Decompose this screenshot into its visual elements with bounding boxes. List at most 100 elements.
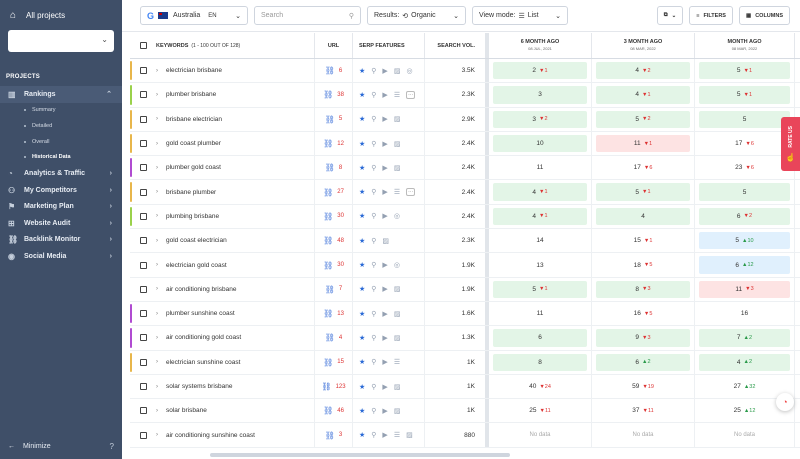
- expand-row-icon[interactable]: ›: [156, 310, 158, 317]
- table-row[interactable]: › electrician brisbane ⛓ 6 ★ ⚲ ▶ ▨ ◎ 3.5K 2 ▼…: [130, 59, 800, 84]
- subnav-item-summary[interactable]: Summary: [0, 103, 122, 119]
- row-checkbox[interactable]: [140, 237, 147, 245]
- url-header[interactable]: URL: [315, 33, 353, 58]
- expand-row-icon[interactable]: ›: [156, 237, 158, 244]
- serp-more-icon[interactable]: ⋯: [406, 188, 416, 197]
- columns-button[interactable]: ▦ COLUMNS: [738, 6, 790, 25]
- select-all-checkbox[interactable]: [140, 42, 147, 49]
- horizontal-scrollbar[interactable]: [210, 453, 510, 457]
- url-cell[interactable]: ⛓ 48: [315, 229, 353, 253]
- expand-row-icon[interactable]: ›: [156, 334, 158, 341]
- keyword-text[interactable]: brisbane plumber: [166, 188, 217, 196]
- sidebar-item-my-competitors[interactable]: ⚇ My Competitors ›: [0, 182, 122, 199]
- url-cell[interactable]: ⛓ 4: [315, 326, 353, 350]
- table-row[interactable]: › plumber sunshine coast ⛓ 13 ★ ⚲ ▶ ▨ 1.6K …: [130, 301, 800, 327]
- row-checkbox[interactable]: [140, 383, 147, 390]
- expand-row-icon[interactable]: ›: [156, 262, 158, 269]
- chat-widget-icon[interactable]: ◔: [776, 393, 794, 411]
- period-1-header[interactable]: 6 MONTH AGO 08 JUL, 2021: [489, 33, 592, 58]
- url-cell[interactable]: ⛓ 13: [315, 301, 353, 326]
- serp-more-icon[interactable]: ⋯: [406, 90, 416, 99]
- subnav-item-overall[interactable]: Overall: [0, 134, 122, 150]
- rate-us-tab[interactable]: RATE US ☝: [781, 117, 800, 171]
- row-checkbox[interactable]: [140, 188, 147, 196]
- url-cell[interactable]: ⛓ 5: [315, 107, 353, 131]
- expand-row-icon[interactable]: ›: [156, 116, 158, 123]
- expand-row-icon[interactable]: ›: [156, 164, 158, 171]
- keyword-text[interactable]: solar systems brisbane: [166, 383, 233, 390]
- keyword-text[interactable]: air conditioning sunshine coast: [166, 431, 255, 439]
- expand-row-icon[interactable]: ›: [156, 407, 158, 414]
- expand-row-icon[interactable]: ›: [156, 432, 158, 439]
- keyword-text[interactable]: plumbing brisbane: [166, 212, 220, 220]
- keyword-text[interactable]: air conditioning brisbane: [166, 285, 237, 293]
- keyword-text[interactable]: electrician brisbane: [166, 67, 223, 75]
- expand-row-icon[interactable]: ›: [156, 91, 158, 98]
- row-checkbox[interactable]: [140, 407, 147, 415]
- url-cell[interactable]: ⛓ 30: [315, 204, 353, 229]
- period-3-header[interactable]: MONTH AGO 08 MAR, 2022: [695, 33, 795, 58]
- row-checkbox[interactable]: [140, 115, 147, 123]
- search-input[interactable]: Search ⚲: [254, 6, 361, 25]
- row-checkbox[interactable]: [140, 67, 147, 75]
- keyword-text[interactable]: plumber sunshine coast: [166, 310, 235, 318]
- all-projects-link[interactable]: ⌂ All projects: [0, 0, 122, 30]
- keyword-text[interactable]: gold coast electrician: [166, 237, 227, 245]
- project-selector[interactable]: ⌄: [8, 30, 114, 52]
- url-cell[interactable]: ⛓ 15: [315, 350, 353, 374]
- row-checkbox[interactable]: [140, 212, 147, 220]
- expand-row-icon[interactable]: ›: [156, 189, 158, 196]
- keywords-header[interactable]: KEYWORDS (1 - 100 OUT OF 128): [130, 33, 315, 58]
- expand-row-icon[interactable]: ›: [156, 213, 158, 220]
- table-row[interactable]: › solar brisbane ⛓ 46 ★ ⚲ ▶ ▨ 1K 25 ▼11 37 ▼1…: [130, 399, 800, 424]
- table-row[interactable]: › gold coast plumber ⛓ 12 ★ ⚲ ▶ ▨ 2.4K 10 1…: [130, 131, 800, 157]
- row-checkbox[interactable]: [140, 431, 147, 439]
- table-row[interactable]: › plumber brisbane ⛓ 38 ★ ⚲ ▶ ☰ ⋯ 2.3K 3 4 ▼1…: [130, 83, 800, 108]
- row-checkbox[interactable]: [140, 334, 147, 342]
- url-cell[interactable]: ⛓ 123: [315, 374, 353, 399]
- url-cell[interactable]: ⛓ 38: [315, 83, 353, 107]
- help-icon[interactable]: ?: [109, 442, 114, 451]
- expand-row-icon[interactable]: ›: [156, 67, 158, 74]
- keyword-text[interactable]: electrician sunshine coast: [166, 358, 241, 366]
- url-cell[interactable]: ⛓ 6: [315, 59, 353, 83]
- row-checkbox[interactable]: [140, 140, 147, 148]
- expand-row-icon[interactable]: ›: [156, 359, 158, 366]
- minimize-button[interactable]: ← Minimize ?: [8, 442, 114, 451]
- keyword-text[interactable]: plumber gold coast: [166, 164, 221, 172]
- table-row[interactable]: › plumber gold coast ⛓ 8 ★ ⚲ ▶ ▨ 2.4K 11 17…: [130, 156, 800, 181]
- sidebar-item-rankings[interactable]: ▥ Rankings ⌃: [0, 86, 122, 103]
- url-cell[interactable]: ⛓ 27: [315, 180, 353, 204]
- keyword-text[interactable]: air conditioning gold coast: [166, 334, 242, 342]
- volume-header[interactable]: SEARCH VOL.: [425, 33, 489, 58]
- url-cell[interactable]: ⛓ 46: [315, 399, 353, 423]
- table-row[interactable]: › gold coast electrician ⛓ 48 ★ ⚲ ▨ 2.3K 1…: [130, 229, 800, 254]
- subnav-item-historical-data[interactable]: Historical Data: [0, 150, 122, 166]
- table-row[interactable]: › electrician gold coast ⛓ 30 ★ ⚲ ▶ ◎ 1.9K …: [130, 253, 800, 278]
- row-checkbox[interactable]: [140, 164, 147, 172]
- sidebar-item-website-audit[interactable]: ⊞ Website Audit ›: [0, 215, 122, 232]
- copy-button[interactable]: ⧉ ⌄: [656, 6, 684, 25]
- url-cell[interactable]: ⛓ 30: [315, 253, 353, 277]
- country-selector[interactable]: G Australia EN ⌄: [140, 6, 248, 25]
- row-checkbox[interactable]: [140, 261, 147, 269]
- table-row[interactable]: › electrician sunshine coast ⛓ 15 ★ ⚲ ▶ ☰ 1…: [130, 350, 800, 375]
- table-row[interactable]: › air conditioning brisbane ⛓ 7 ★ ⚲ ▶ ▨ 1.9…: [130, 277, 800, 302]
- keyword-text[interactable]: solar brisbane: [166, 407, 207, 415]
- keyword-text[interactable]: plumber brisbane: [166, 91, 217, 99]
- row-checkbox[interactable]: [140, 91, 147, 99]
- expand-row-icon[interactable]: ›: [156, 140, 158, 147]
- row-checkbox[interactable]: [140, 285, 147, 293]
- view-mode-selector[interactable]: View mode: ☰ List ⌄: [472, 6, 568, 25]
- row-checkbox[interactable]: [140, 358, 147, 366]
- url-cell[interactable]: ⛓ 8: [315, 156, 353, 180]
- serp-header[interactable]: SERP FEATURES: [353, 33, 425, 58]
- sidebar-item-analytics-traffic[interactable]: ◔ Analytics & Traffic ›: [0, 165, 122, 182]
- keyword-text[interactable]: electrician gold coast: [166, 261, 227, 269]
- url-cell[interactable]: ⛓ 12: [315, 131, 353, 156]
- table-row[interactable]: › solar systems brisbane ⛓ 123 ★ ⚲ ▶ ▨ 1K 4…: [130, 374, 800, 400]
- table-row[interactable]: › plumbing brisbane ⛓ 30 ★ ⚲ ▶ ◎ 2.4K 4 ▼1 4…: [130, 204, 800, 230]
- keyword-text[interactable]: gold coast plumber: [166, 140, 221, 148]
- period-2-header[interactable]: 3 MONTH AGO 08 MAR, 2022: [592, 33, 695, 58]
- table-row[interactable]: › brisbane plumber ⛓ 27 ★ ⚲ ▶ ☰ ⋯ 2.4K 4 ▼1 5…: [130, 180, 800, 205]
